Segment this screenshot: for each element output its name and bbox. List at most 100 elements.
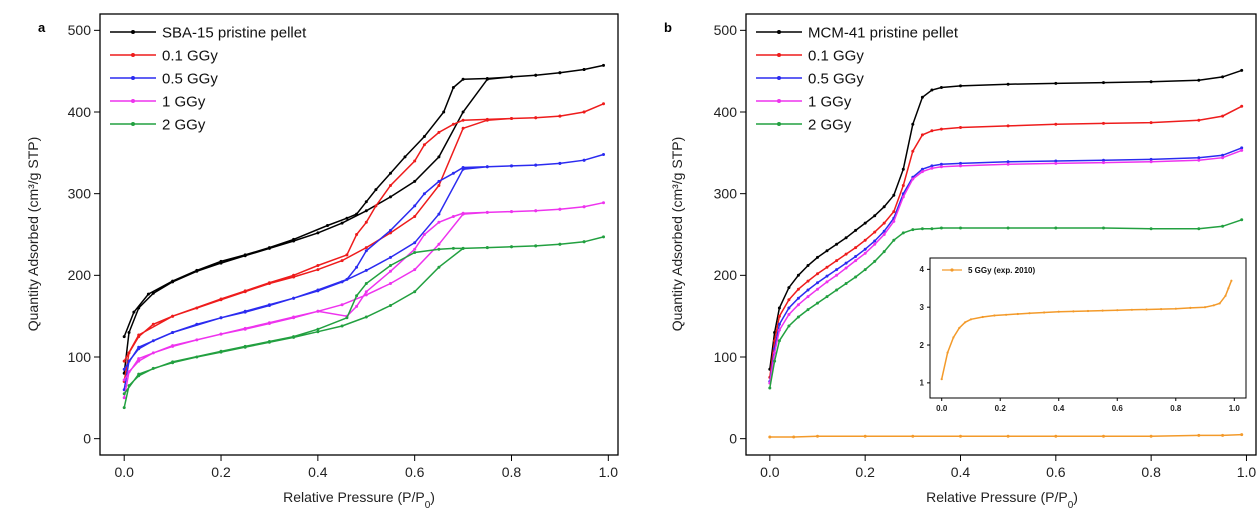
series-point [854,228,858,232]
series-point [1054,81,1058,85]
x-tick-label: 0.8 [1170,404,1182,413]
series-point [1189,306,1192,309]
series-point [413,204,417,208]
series-point [1240,104,1244,108]
series-point [816,281,819,285]
series-point [959,161,962,165]
series-point [485,165,489,169]
legend-marker [131,76,135,80]
series-point [195,322,199,326]
series-point [364,268,368,272]
series-point [777,314,781,318]
series-point [1054,434,1058,438]
inset-legend: 5 GGy (exp. 2010) [942,266,1035,275]
series-point [1221,433,1225,437]
legend-marker [777,76,781,80]
series-point [461,211,465,215]
series-point [558,207,562,211]
series-point [939,165,943,169]
series-point [389,171,392,175]
series-point [219,332,223,336]
x-tick-label: 1.0 [1229,404,1241,413]
series-point [132,310,136,314]
series-point [1197,78,1201,82]
series-point [451,86,455,89]
series-point [374,188,378,192]
series-point [340,259,344,263]
series-point [1218,302,1221,305]
series-point [882,221,886,225]
series-point [422,135,426,138]
series-point [127,331,131,334]
series-point [219,349,223,353]
series-line-3 [123,201,604,398]
inset-x-ticks: 0.0 0.2 0.4 0.6 0.8 1.0 [936,398,1240,413]
y-tick-label: 400 [68,104,92,120]
series-point [340,324,344,328]
series-point [602,201,605,205]
series-point [787,313,791,316]
panel-b-y-axis-label: Quantity Adsorbed (cm³/g STP) [669,137,685,332]
series-point [437,242,441,246]
series-point [355,212,359,216]
series-point [1240,68,1244,72]
series-point [364,220,368,224]
series-point [930,164,934,168]
series-point [1221,114,1225,118]
series-point [437,220,441,224]
legend-marker [131,30,135,34]
x-tick-label: 0.2 [995,404,1007,413]
series-point [413,179,417,183]
series-point [816,287,819,291]
series-point [993,314,996,317]
series-point [534,116,538,120]
series-point [1240,218,1244,222]
series-point [863,221,867,225]
series-point [151,366,155,370]
series-point [485,210,489,214]
series-point [959,226,962,230]
series-point [292,335,296,339]
legend-marker [131,122,135,126]
series-point [806,288,810,292]
series-point [920,133,924,137]
series-point [863,251,867,255]
series-point [882,233,886,236]
series-point [796,315,800,319]
series-point [413,241,417,245]
series-point [267,340,271,343]
series-point [127,370,131,374]
series-point [825,295,829,299]
series-point [127,384,131,388]
series-point [510,75,513,79]
series-point [316,288,320,292]
series-point [959,164,962,168]
legend-marker [131,99,135,103]
legend-label: 0.5 GGy [162,70,218,87]
series-point [1006,160,1010,164]
series-point [582,158,586,162]
series-point [796,303,800,307]
series-point [946,351,949,354]
series-point [195,338,199,342]
series-point [863,238,867,242]
series-point [413,268,417,272]
series-point [292,237,296,241]
series-point [316,231,320,235]
legend-label: 0.1 GGy [162,47,218,64]
series-point [1230,279,1233,282]
legend-marker [777,122,781,126]
series-point [146,292,150,296]
series-point [1197,118,1201,122]
series-point [1240,146,1244,150]
series-point [137,372,141,376]
panel-b-inset: 1 2 3 4 0.0 0.2 0.4 0.6 0.8 1.0 5 GGy (exp. 2010… [920,257,1247,413]
inset-series [940,279,1233,381]
series-point [901,195,905,199]
series-point [243,310,247,314]
x-tick-label: 1.0 [599,464,619,480]
series-point [582,240,586,244]
series-point [863,247,867,251]
series-point [1227,287,1230,290]
series-point [901,184,905,187]
